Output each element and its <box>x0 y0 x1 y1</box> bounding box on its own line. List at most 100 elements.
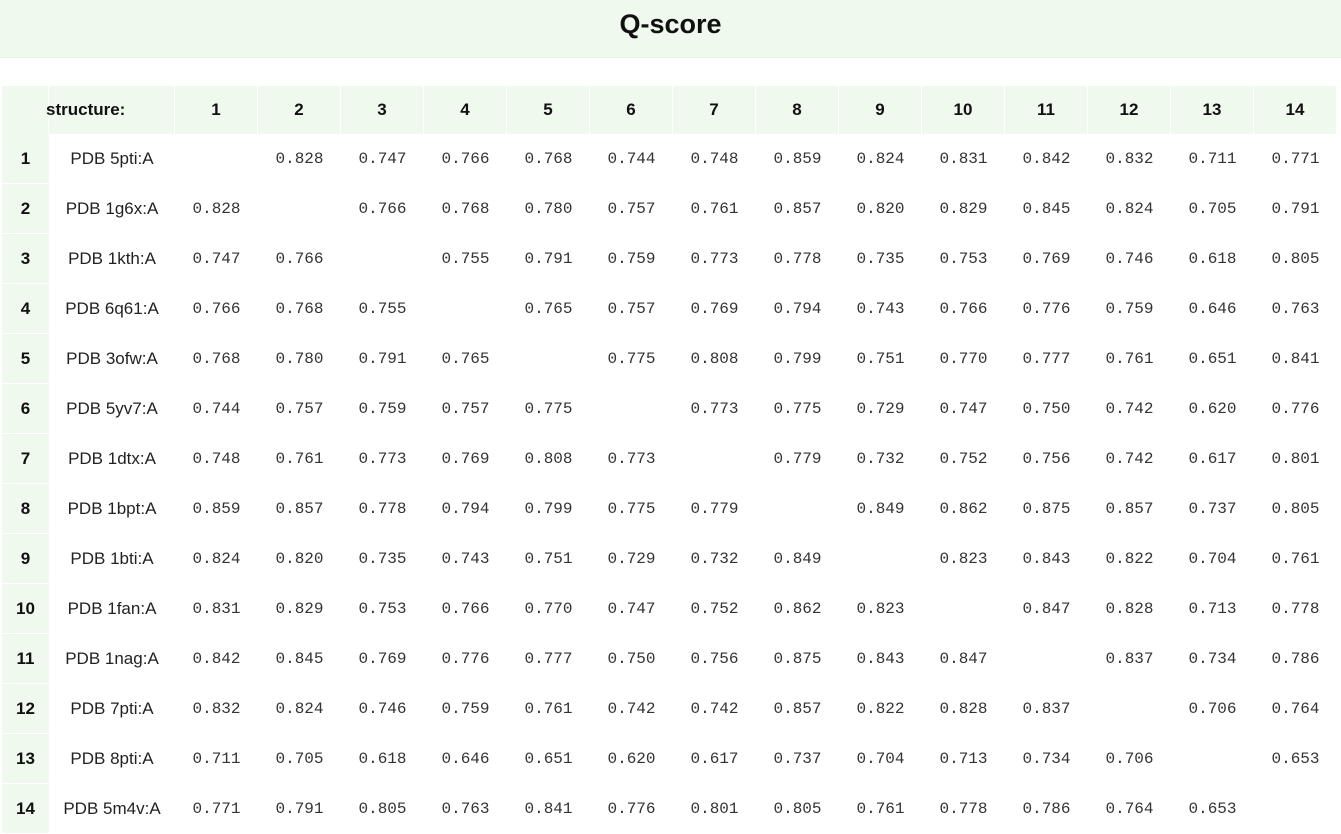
score-cell: 0.768 <box>175 334 258 384</box>
structure-name: PDB 8pti:A <box>49 734 175 784</box>
score-cell: 0.743 <box>839 284 922 334</box>
score-cell: 0.761 <box>1088 334 1171 384</box>
score-cell: 0.704 <box>1171 534 1254 584</box>
row-index: 4 <box>2 284 49 334</box>
score-cell: 0.765 <box>424 334 507 384</box>
score-cell: 0.763 <box>424 784 507 834</box>
score-cell: 0.618 <box>1171 234 1254 284</box>
row-index: 14 <box>2 784 49 834</box>
score-cell: 0.705 <box>1171 184 1254 234</box>
score-cell: 0.808 <box>507 434 590 484</box>
score-cell: 0.805 <box>1254 484 1337 534</box>
score-cell: 0.791 <box>258 784 341 834</box>
structure-name: PDB 5yv7:A <box>49 384 175 434</box>
structure-name: PDB 1g6x:A <box>49 184 175 234</box>
score-cell: 0.832 <box>175 684 258 734</box>
score-cell <box>590 384 673 434</box>
score-cell: 0.770 <box>507 584 590 634</box>
score-cell: 0.841 <box>507 784 590 834</box>
score-cell: 0.757 <box>424 384 507 434</box>
score-cell: 0.742 <box>1088 384 1171 434</box>
table-row: 7 PDB 1dtx:A 0.748 0.761 0.773 0.769 0.808 0.77… <box>2 434 1337 484</box>
score-cell: 0.651 <box>1171 334 1254 384</box>
structure-name: PDB 1bti:A <box>49 534 175 584</box>
score-cell: 0.845 <box>258 634 341 684</box>
score-cell: 0.776 <box>590 784 673 834</box>
score-cell: 0.752 <box>673 584 756 634</box>
score-cell: 0.849 <box>756 534 839 584</box>
column-header-6: 6 <box>590 86 673 134</box>
score-cell: 0.828 <box>1088 584 1171 634</box>
table-row: 11 PDB 1nag:A 0.842 0.845 0.769 0.776 0.777 0.7… <box>2 634 1337 684</box>
score-cell <box>1254 784 1337 834</box>
score-cell: 0.746 <box>1088 234 1171 284</box>
table-row: 13 PDB 8pti:A 0.711 0.705 0.618 0.646 0.651 0.6… <box>2 734 1337 784</box>
row-index: 10 <box>2 584 49 634</box>
score-cell: 0.862 <box>756 584 839 634</box>
score-cell: 0.773 <box>590 434 673 484</box>
table-row: 5 PDB 3ofw:A 0.768 0.780 0.791 0.765 0.775 0.80… <box>2 334 1337 384</box>
score-cell: 0.820 <box>258 534 341 584</box>
score-cell: 0.735 <box>341 534 424 584</box>
column-header-3: 3 <box>341 86 424 134</box>
score-cell: 0.805 <box>341 784 424 834</box>
table-row: 3 PDB 1kth:A 0.747 0.766 0.755 0.791 0.759 0.77… <box>2 234 1337 284</box>
column-header-11: 11 <box>1005 86 1088 134</box>
column-header-1: 1 <box>175 86 258 134</box>
score-cell: 0.845 <box>1005 184 1088 234</box>
score-cell: 0.705 <box>258 734 341 784</box>
score-cell: 0.824 <box>258 684 341 734</box>
score-cell: 0.773 <box>673 384 756 434</box>
score-cell: 0.713 <box>1171 584 1254 634</box>
score-cell: 0.711 <box>1171 134 1254 184</box>
score-cell: 0.769 <box>341 634 424 684</box>
score-cell: 0.823 <box>839 584 922 634</box>
q-score-matrix-container: structure: 1 2 3 4 5 6 7 8 9 10 11 12 13 14 1 PDB 5pti… <box>2 86 1337 834</box>
score-cell: 0.747 <box>922 384 1005 434</box>
score-cell: 0.801 <box>673 784 756 834</box>
score-cell: 0.743 <box>424 534 507 584</box>
row-index: 13 <box>2 734 49 784</box>
structure-name: PDB 1nag:A <box>49 634 175 684</box>
score-cell: 0.828 <box>175 184 258 234</box>
score-cell <box>1171 734 1254 784</box>
score-cell: 0.751 <box>507 534 590 584</box>
row-index: 12 <box>2 684 49 734</box>
table-row: 10 PDB 1fan:A 0.831 0.829 0.753 0.766 0.770 0.7… <box>2 584 1337 634</box>
score-cell: 0.829 <box>922 184 1005 234</box>
row-index: 6 <box>2 384 49 434</box>
score-cell <box>175 134 258 184</box>
score-cell: 0.617 <box>673 734 756 784</box>
score-cell: 0.618 <box>341 734 424 784</box>
structure-name: PDB 5pti:A <box>49 134 175 184</box>
score-cell <box>341 234 424 284</box>
score-cell: 0.828 <box>922 684 1005 734</box>
score-cell: 0.847 <box>1005 584 1088 634</box>
column-header-14: 14 <box>1254 86 1337 134</box>
score-cell: 0.859 <box>175 484 258 534</box>
score-cell: 0.766 <box>424 584 507 634</box>
score-cell: 0.776 <box>424 634 507 684</box>
score-cell: 0.735 <box>839 234 922 284</box>
score-cell: 0.780 <box>507 184 590 234</box>
score-cell: 0.766 <box>424 134 507 184</box>
score-cell: 0.734 <box>1005 734 1088 784</box>
score-cell: 0.769 <box>673 284 756 334</box>
column-header-4: 4 <box>424 86 507 134</box>
column-header-13: 13 <box>1171 86 1254 134</box>
score-cell: 0.831 <box>922 134 1005 184</box>
score-cell: 0.761 <box>839 784 922 834</box>
score-cell: 0.750 <box>1005 384 1088 434</box>
score-cell: 0.776 <box>1005 284 1088 334</box>
score-cell: 0.773 <box>341 434 424 484</box>
score-cell: 0.875 <box>1005 484 1088 534</box>
score-cell: 0.653 <box>1254 734 1337 784</box>
score-cell: 0.791 <box>507 234 590 284</box>
table-row: 8 PDB 1bpt:A 0.859 0.857 0.778 0.794 0.799 0.77… <box>2 484 1337 534</box>
score-cell: 0.620 <box>1171 384 1254 434</box>
row-index: 1 <box>2 134 49 184</box>
column-header-12: 12 <box>1088 86 1171 134</box>
row-index: 8 <box>2 484 49 534</box>
score-cell: 0.764 <box>1254 684 1337 734</box>
score-cell: 0.752 <box>922 434 1005 484</box>
